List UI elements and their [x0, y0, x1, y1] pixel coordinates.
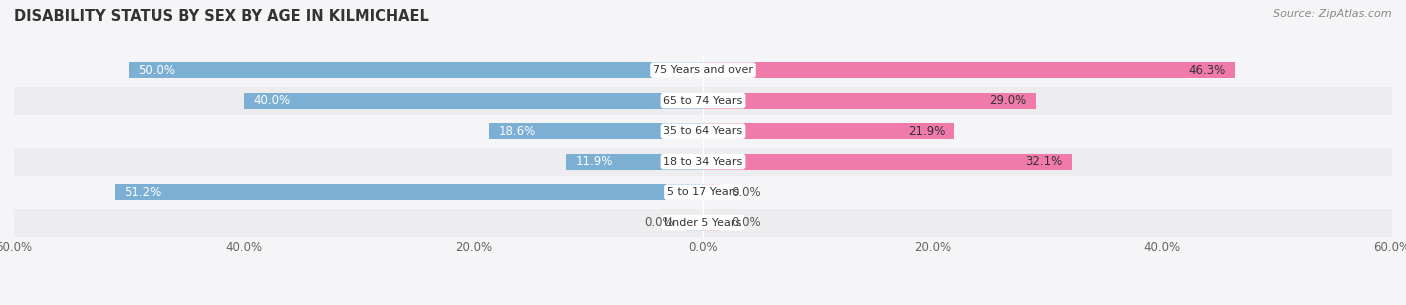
Text: 40.0%: 40.0%	[253, 94, 290, 107]
Text: 51.2%: 51.2%	[124, 186, 162, 199]
Text: 75 Years and over: 75 Years and over	[652, 65, 754, 75]
Bar	[243, 93, 703, 109]
Text: 29.0%: 29.0%	[990, 94, 1026, 107]
Text: 21.9%: 21.9%	[908, 125, 945, 138]
Bar	[703, 62, 1234, 78]
Text: 11.9%: 11.9%	[575, 155, 613, 168]
Text: 18 to 34 Years: 18 to 34 Years	[664, 157, 742, 167]
Bar	[129, 62, 703, 78]
Text: DISABILITY STATUS BY SEX BY AGE IN KILMICHAEL: DISABILITY STATUS BY SEX BY AGE IN KILMI…	[14, 9, 429, 24]
Bar	[686, 215, 703, 231]
Bar	[489, 123, 703, 139]
Bar	[14, 148, 1392, 176]
Bar	[703, 184, 720, 200]
Text: 50.0%: 50.0%	[138, 64, 176, 77]
Bar	[567, 154, 703, 170]
Text: 35 to 64 Years: 35 to 64 Years	[664, 126, 742, 136]
Text: 65 to 74 Years: 65 to 74 Years	[664, 96, 742, 106]
Bar	[115, 184, 703, 200]
Text: Source: ZipAtlas.com: Source: ZipAtlas.com	[1274, 9, 1392, 19]
Text: 32.1%: 32.1%	[1025, 155, 1063, 168]
Text: 0.0%: 0.0%	[731, 186, 761, 199]
Bar	[703, 215, 720, 231]
Text: 0.0%: 0.0%	[731, 216, 761, 229]
Bar	[14, 56, 1392, 84]
Text: 18.6%: 18.6%	[499, 125, 536, 138]
Text: 46.3%: 46.3%	[1188, 64, 1226, 77]
Text: 0.0%: 0.0%	[645, 216, 675, 229]
Bar	[703, 154, 1071, 170]
Bar	[14, 209, 1392, 237]
Bar	[703, 93, 1036, 109]
Text: 5 to 17 Years: 5 to 17 Years	[666, 187, 740, 197]
Bar	[14, 117, 1392, 145]
Bar	[703, 123, 955, 139]
Text: Under 5 Years: Under 5 Years	[665, 218, 741, 228]
Bar	[14, 87, 1392, 115]
Bar	[14, 178, 1392, 206]
